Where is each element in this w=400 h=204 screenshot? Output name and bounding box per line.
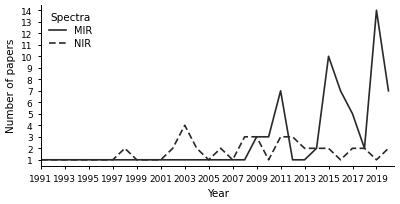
NIR [350, 147, 355, 150]
Y-axis label: Number of papers: Number of papers [6, 39, 16, 133]
MIR [218, 159, 223, 161]
MIR [266, 136, 271, 138]
X-axis label: Year: Year [207, 188, 229, 198]
MIR [278, 90, 283, 93]
MIR [254, 136, 259, 138]
MIR [338, 90, 343, 93]
MIR [182, 159, 187, 161]
NIR [302, 147, 307, 150]
NIR [86, 159, 91, 161]
MIR [146, 159, 151, 161]
NIR [158, 159, 163, 161]
MIR [170, 159, 175, 161]
NIR [218, 147, 223, 150]
MIR [74, 159, 79, 161]
MIR [110, 159, 115, 161]
MIR [350, 113, 355, 115]
NIR [266, 159, 271, 161]
MIR [134, 159, 139, 161]
NIR [278, 136, 283, 138]
MIR [314, 147, 319, 150]
NIR [374, 159, 379, 161]
Line: MIR: MIR [41, 11, 388, 160]
MIR [302, 159, 307, 161]
NIR [62, 159, 67, 161]
NIR [98, 159, 103, 161]
Line: NIR: NIR [41, 126, 388, 160]
MIR [386, 90, 391, 93]
NIR [134, 159, 139, 161]
NIR [146, 159, 151, 161]
NIR [182, 124, 187, 127]
MIR [194, 159, 199, 161]
NIR [170, 147, 175, 150]
NIR [194, 147, 199, 150]
NIR [362, 147, 367, 150]
MIR [98, 159, 103, 161]
NIR [122, 147, 127, 150]
NIR [386, 147, 391, 150]
NIR [110, 159, 115, 161]
NIR [206, 159, 211, 161]
MIR [50, 159, 55, 161]
NIR [338, 159, 343, 161]
MIR [230, 159, 235, 161]
NIR [242, 136, 247, 138]
MIR [206, 159, 211, 161]
MIR [38, 159, 43, 161]
MIR [86, 159, 91, 161]
NIR [50, 159, 55, 161]
MIR [374, 10, 379, 12]
MIR [290, 159, 295, 161]
MIR [62, 159, 67, 161]
MIR [326, 56, 331, 58]
NIR [314, 147, 319, 150]
NIR [254, 136, 259, 138]
NIR [74, 159, 79, 161]
Legend: MIR, NIR: MIR, NIR [46, 10, 95, 52]
MIR [362, 147, 367, 150]
MIR [242, 159, 247, 161]
NIR [326, 147, 331, 150]
MIR [158, 159, 163, 161]
NIR [38, 159, 43, 161]
NIR [230, 159, 235, 161]
NIR [290, 136, 295, 138]
MIR [122, 159, 127, 161]
